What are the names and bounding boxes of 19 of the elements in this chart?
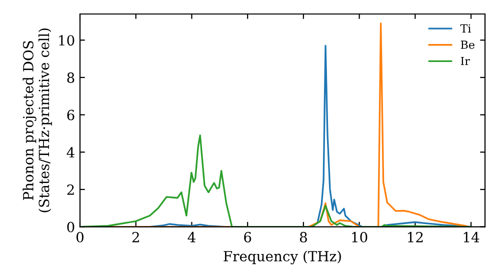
x-tick-label: 10 [352, 232, 368, 242]
x-tick-label: 4 [188, 232, 196, 242]
x-tick-label: 6 [244, 232, 252, 242]
y-axis-title: Phonon projected DOS (States/THz·primitive cell) [22, 28, 52, 212]
y-tick-label: 8 [67, 72, 74, 83]
y-tick-label: 6 [67, 110, 74, 120]
x-tick-label: 14 [464, 232, 480, 242]
legend-label: Ir [460, 56, 470, 66]
legend-label: Ti [460, 24, 471, 32]
legend-label: Be [460, 40, 474, 49]
y-tick-label: 10 [59, 35, 74, 46]
y-tick-label: 4 [66, 147, 74, 158]
x-tick-label: 8 [300, 232, 307, 242]
x-tick-label: 12 [408, 232, 423, 242]
y-tick-label: 2 [67, 184, 74, 195]
x-tick-label: 2 [132, 232, 139, 242]
x-axis-title: Frequency (THz) [224, 250, 341, 264]
x-tick-label: 0 [76, 232, 84, 242]
y-tick-label: 0 [67, 222, 74, 232]
